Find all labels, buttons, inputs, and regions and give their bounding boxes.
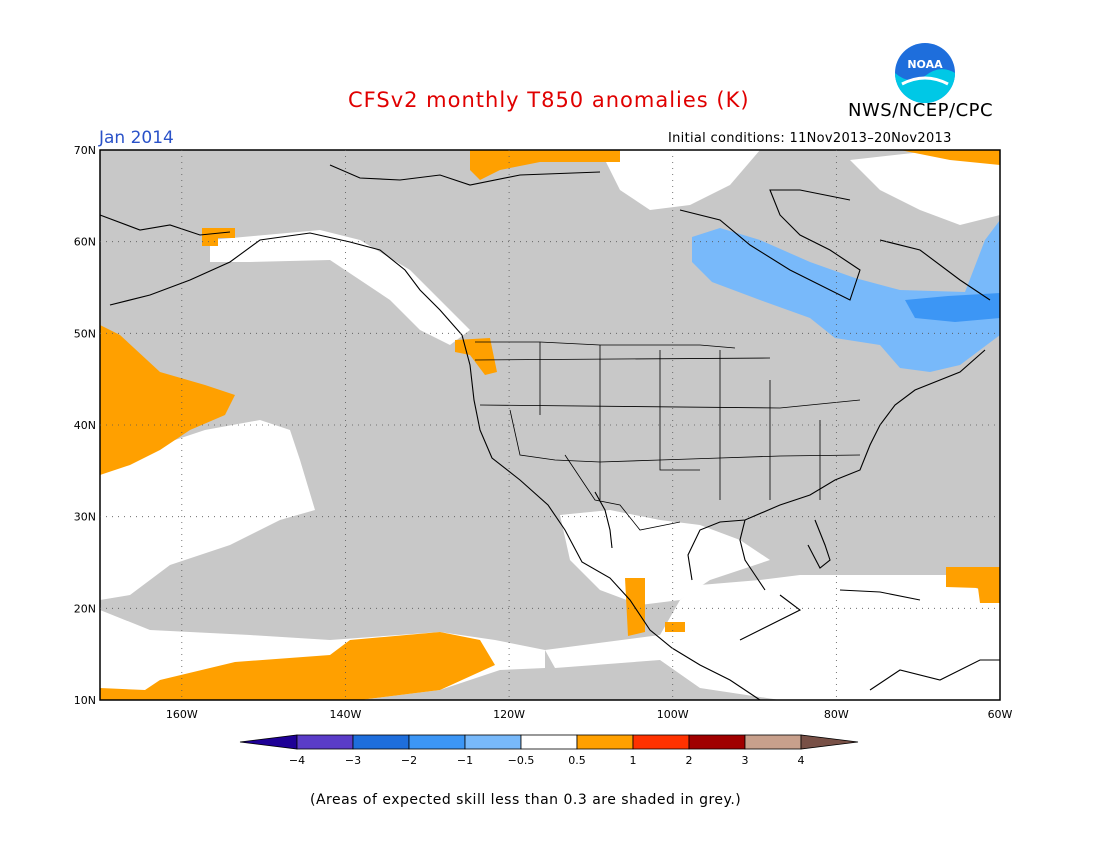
legend-label: −1: [457, 754, 473, 767]
legend-label: −3: [345, 754, 361, 767]
cool-anomaly-regions: [692, 220, 1000, 372]
legend-swatch: [632, 734, 690, 750]
legend-label: 2: [686, 754, 693, 767]
legend-swatch: [352, 734, 410, 750]
svg-text:NOAA: NOAA: [907, 58, 943, 71]
legend-arrow-left: [239, 734, 298, 750]
legend-label: −4: [289, 754, 305, 767]
legend-swatch: [520, 734, 578, 750]
latitude-label: 60N: [74, 236, 96, 249]
color-legend: −4 −3 −2 −1 −0.5 0.5 1 2 3 4: [239, 734, 859, 767]
legend-swatch: [408, 734, 466, 750]
legend-swatch: [296, 734, 354, 750]
latitude-label: 40N: [74, 419, 96, 432]
legend-label: −0.5: [508, 754, 535, 767]
latitude-label: 30N: [74, 511, 96, 524]
legend-swatch: [464, 734, 522, 750]
axis-labels: 70N 60N 50N 40N 30N 20N 10N 160W 140W 120W 100W 80W…: [74, 144, 1013, 721]
noaa-logo: NOAA: [895, 43, 955, 103]
stronger-cool-anomaly-region: [905, 293, 1000, 322]
longitude-label: 100W: [657, 708, 689, 721]
legend-swatch: [744, 734, 802, 750]
legend-label: −2: [401, 754, 417, 767]
warm-anomaly-regions: [100, 150, 1000, 700]
longitude-label: 80W: [824, 708, 849, 721]
longitude-label: 140W: [330, 708, 362, 721]
initial-conditions: Initial conditions: 11Nov2013–20Nov2013: [668, 131, 952, 146]
latitude-label: 20N: [74, 602, 96, 615]
latitude-label: 50N: [74, 327, 96, 340]
state-borders: [474, 341, 861, 531]
legend-label: 3: [742, 754, 749, 767]
legend-swatch: [576, 734, 634, 750]
latitude-label: 10N: [74, 694, 96, 707]
skill-note: (Areas of expected skill less than 0.3 a…: [310, 792, 742, 808]
latitude-label: 70N: [74, 144, 96, 157]
legend-label: 0.5: [568, 754, 586, 767]
legend-label: 1: [630, 754, 637, 767]
legend-swatch: [688, 734, 746, 750]
legend-arrow-right: [800, 734, 859, 750]
legend-label: 4: [798, 754, 805, 767]
agency-label: NWS/NCEP/CPC: [848, 100, 994, 121]
map-title: CFSv2 monthly T850 anomalies (K): [348, 88, 750, 112]
longitude-label: 120W: [493, 708, 525, 721]
graticule: [100, 150, 1000, 700]
coastlines: [99, 164, 1000, 701]
longitude-label: 160W: [166, 708, 198, 721]
longitude-label: 60W: [988, 708, 1013, 721]
target-month: Jan 2014: [99, 128, 174, 148]
